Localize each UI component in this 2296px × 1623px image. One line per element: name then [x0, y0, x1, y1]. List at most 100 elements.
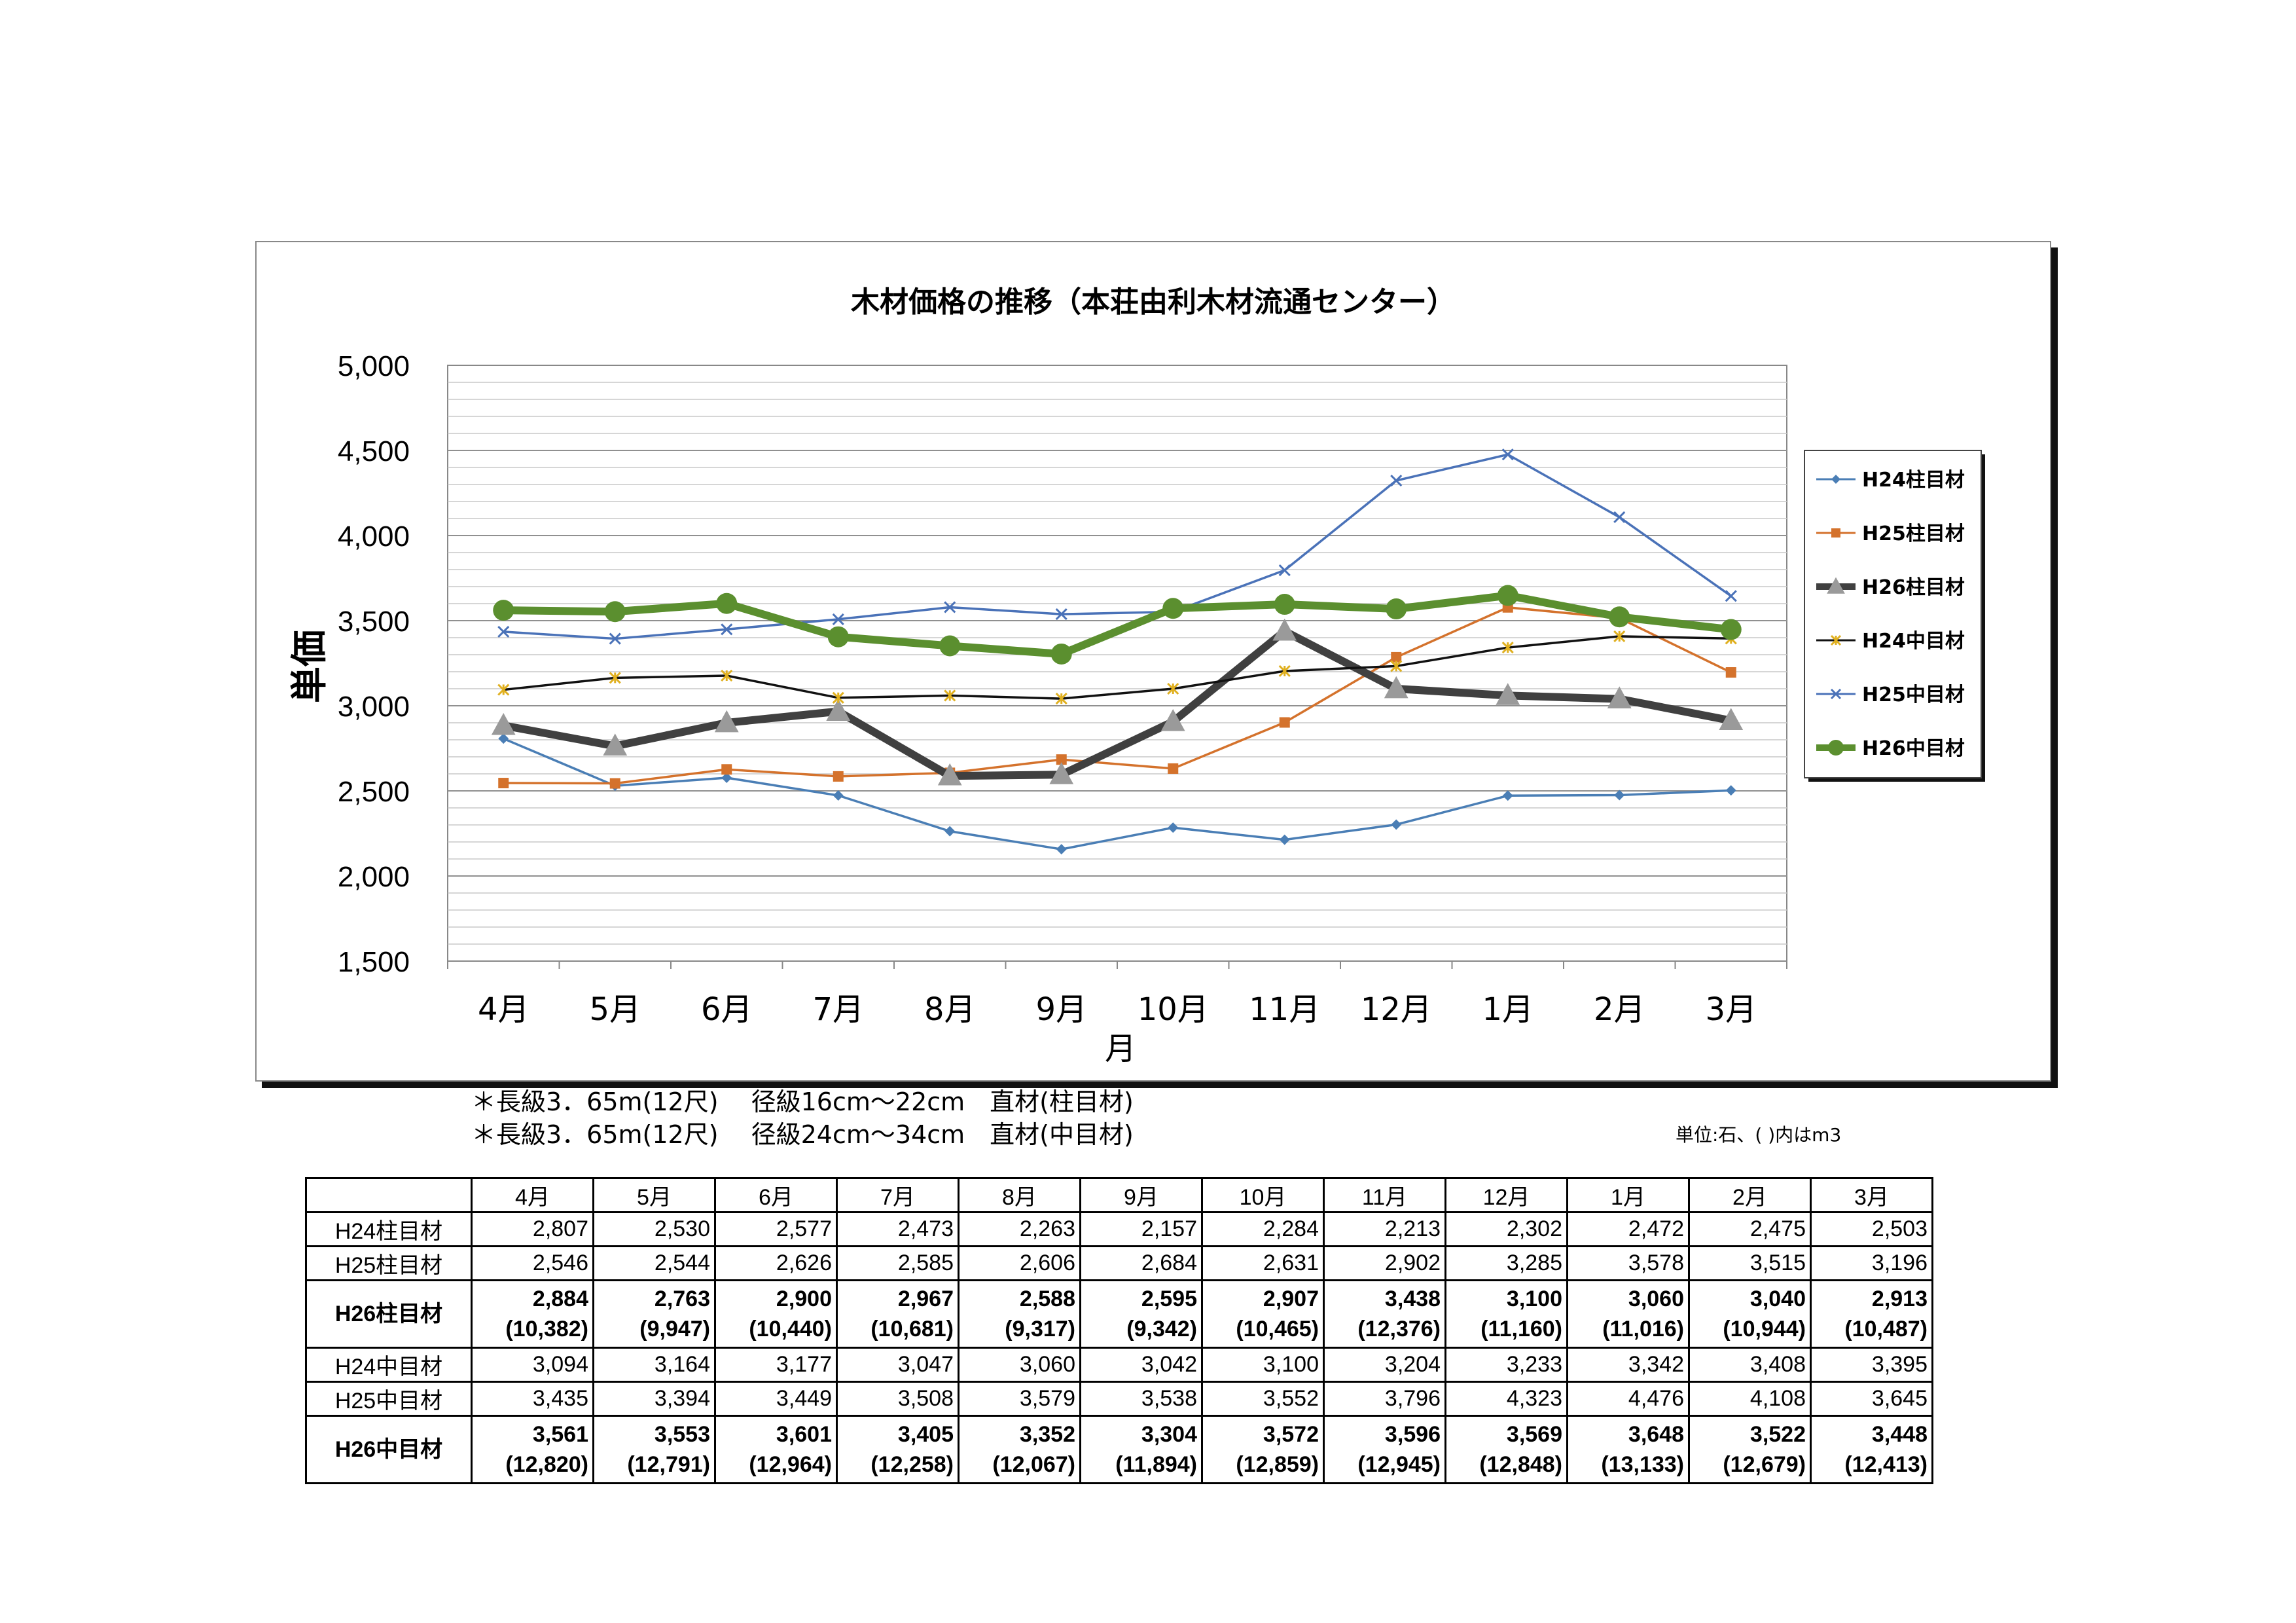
table-row: H24中目材 3,094 3,164 3,177 3,047 3,060 3,042 3,10…: [305, 1347, 1933, 1383]
cell-value: 3,438: [1384, 1286, 1441, 1311]
cell-value: 3,408: [1749, 1352, 1806, 1377]
data-point: [1279, 834, 1290, 845]
table-column-header: 1月: [1566, 1177, 1690, 1213]
legend-label: H26中目材: [1862, 737, 1965, 760]
cell-value: 3,569: [1506, 1422, 1562, 1447]
cell-value: 3,552: [1263, 1386, 1319, 1411]
cell-sub-value: (12,791): [627, 1452, 710, 1477]
y-tick-label: 2,500: [338, 776, 410, 808]
table-column-header: 8月: [958, 1177, 1081, 1213]
cell-value: 3,645: [1871, 1386, 1928, 1411]
y-tick-label: 5,000: [338, 350, 410, 382]
table-cell: 2,263: [958, 1211, 1081, 1247]
cell-value: 3,449: [776, 1386, 832, 1411]
cell-sub-value: (12,945): [1357, 1452, 1441, 1477]
table-cell: 3,047: [836, 1347, 960, 1383]
line-chart: 木材価格の推移（本荘由利木材流通センター） 1,500 2,000 2,500 3,00…: [289, 285, 1985, 1067]
table-cell: 3,449: [714, 1381, 838, 1417]
legend-marker: [1831, 528, 1840, 538]
cell-value: 2,263: [1019, 1216, 1075, 1241]
cell-value: 3,100: [1506, 1286, 1562, 1311]
cell-value: 2,626: [776, 1250, 832, 1275]
table-cell: 3,561 (12,820): [471, 1415, 594, 1484]
cell-value: 2,631: [1263, 1250, 1319, 1275]
cell-sub-value: (13,133): [1601, 1452, 1684, 1477]
legend-marker: [1828, 740, 1844, 756]
table-cell: 2,157: [1079, 1211, 1203, 1247]
row-label: H26柱目材: [305, 1279, 473, 1349]
table-column-header: 4月: [471, 1177, 594, 1213]
cell-value: 3,352: [1019, 1422, 1075, 1447]
cell-sub-value: (10,465): [1236, 1317, 1319, 1341]
data-point: [826, 699, 851, 721]
data-point: [1279, 717, 1290, 728]
series-line: [503, 591, 1732, 658]
data-point: [1390, 660, 1403, 672]
cell-value: 2,884: [532, 1286, 588, 1311]
cell-value: 3,796: [1384, 1386, 1441, 1411]
table-cell: 3,572 (12,859): [1201, 1415, 1325, 1484]
data-point: [1168, 822, 1179, 833]
data-point: [1055, 608, 1067, 621]
cell-value: 2,473: [897, 1216, 954, 1241]
table-cell: 2,544: [592, 1245, 716, 1281]
legend-marker: [1831, 475, 1840, 484]
table-cell: 3,196: [1810, 1245, 1933, 1281]
data-point: [1050, 643, 1072, 665]
table-cell: 2,503: [1810, 1211, 1933, 1247]
table-cell: 3,285: [1444, 1245, 1568, 1281]
cell-value: 3,579: [1019, 1386, 1075, 1411]
cell-value: 3,435: [532, 1386, 588, 1411]
table-cell: 3,408: [1688, 1347, 1812, 1383]
table-column-header: 6月: [714, 1177, 838, 1213]
cell-value: 3,060: [1019, 1352, 1075, 1377]
cell-value: 2,546: [532, 1250, 588, 1275]
data-point: [944, 689, 956, 702]
cell-value: 2,302: [1506, 1216, 1562, 1241]
table-cell: 3,648 (13,133): [1566, 1415, 1690, 1484]
data-point: [1609, 606, 1630, 628]
table-cell: 3,304 (11,894): [1079, 1415, 1203, 1484]
cell-sub-value: (12,258): [870, 1452, 954, 1477]
table-row: H26柱目材 2,884 (10,382) 2,763 (9,947) 2,900 (10,…: [305, 1279, 1933, 1349]
cell-sub-value: (11,160): [1480, 1317, 1562, 1341]
legend-label: H24中目材: [1862, 630, 1965, 653]
cell-value: 2,913: [1871, 1286, 1928, 1311]
row-label: H24柱目材: [305, 1211, 473, 1247]
table-column-header: 3月: [1810, 1177, 1933, 1213]
data-point: [1725, 785, 1736, 796]
table-cell: 3,578: [1566, 1245, 1690, 1281]
cell-sub-value: (10,382): [505, 1317, 588, 1341]
table-cell: 2,284: [1201, 1211, 1325, 1247]
cell-value: 3,304: [1141, 1422, 1197, 1447]
series-line: [503, 737, 1731, 850]
cell-value: 3,508: [897, 1386, 954, 1411]
x-tick-label: 7月: [812, 991, 864, 1028]
table-column-header: 7月: [836, 1177, 960, 1213]
data-point: [1607, 686, 1632, 708]
data-point: [1160, 708, 1185, 731]
cell-value: 4,476: [1628, 1386, 1684, 1411]
cell-value: 3,204: [1384, 1352, 1441, 1377]
data-point: [1272, 618, 1297, 641]
table-cell: 3,233: [1444, 1347, 1568, 1383]
cell-value: 2,595: [1141, 1286, 1197, 1311]
cell-value: 3,040: [1749, 1286, 1806, 1311]
data-point: [833, 771, 844, 782]
data-point: [833, 790, 844, 801]
cell-value: 2,530: [654, 1216, 710, 1241]
table-column-header: 9月: [1079, 1177, 1203, 1213]
legend-box: [1804, 450, 1982, 778]
cell-value: 2,684: [1141, 1250, 1197, 1275]
y-tick-label: 3,000: [338, 691, 410, 723]
cell-sub-value: (12,413): [1844, 1452, 1928, 1477]
data-point: [944, 826, 956, 837]
cell-value: 3,042: [1141, 1352, 1197, 1377]
table-cell: 2,900 (10,440): [714, 1279, 838, 1349]
table-cell: 3,352 (12,067): [958, 1415, 1081, 1484]
data-point: [721, 772, 732, 783]
unit-note: 単位:石、( )内はm3: [1676, 1124, 1842, 1146]
x-tick-label: 3月: [1705, 991, 1757, 1028]
cell-value: 2,503: [1871, 1216, 1928, 1241]
cell-value: 2,213: [1384, 1216, 1441, 1241]
